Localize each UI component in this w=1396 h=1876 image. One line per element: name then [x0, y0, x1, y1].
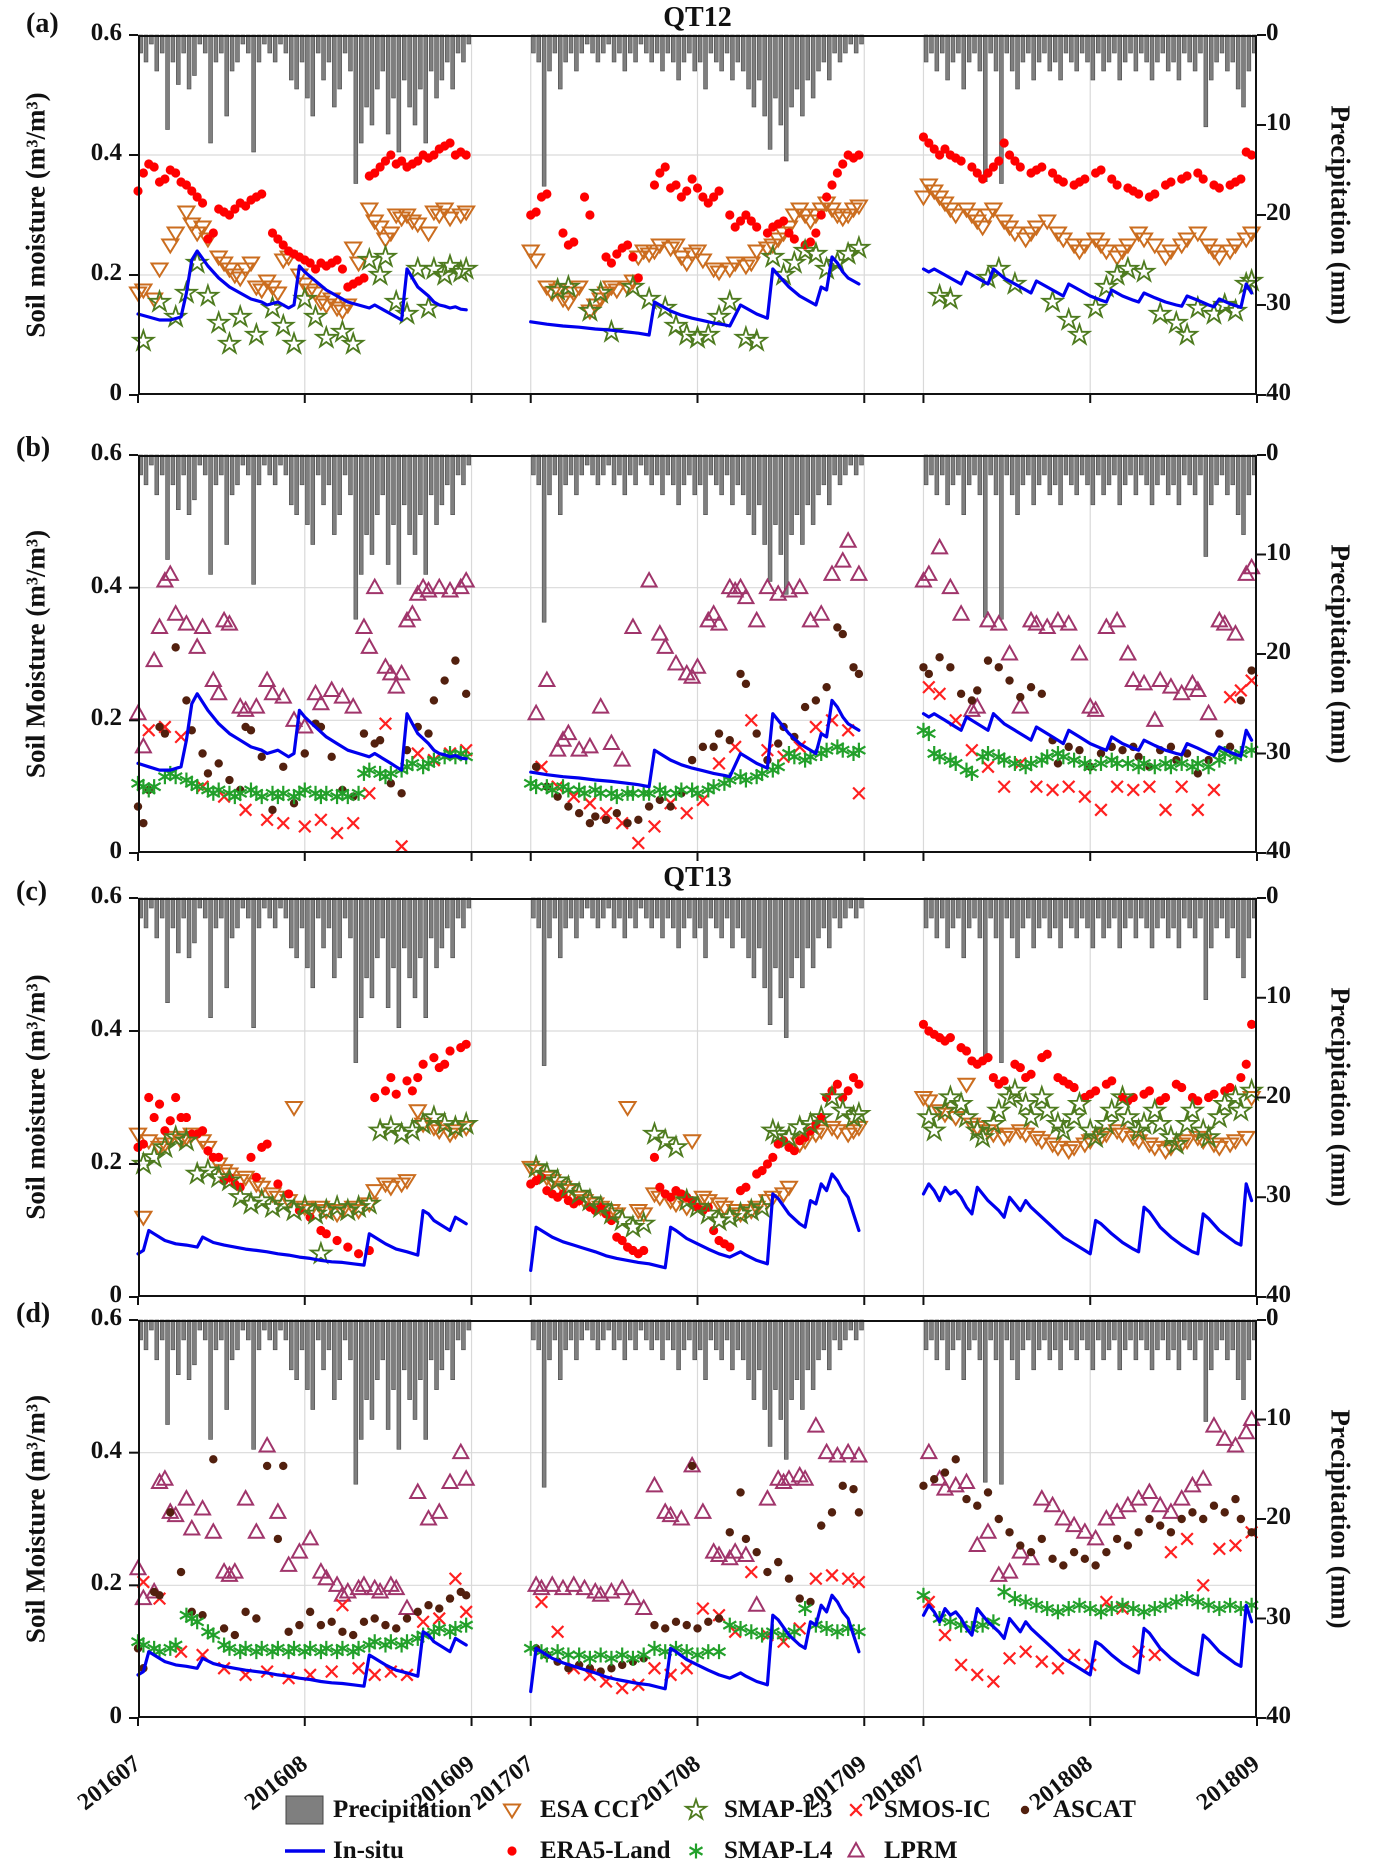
panel-d-right-label: Precipitation (mm) — [1325, 1409, 1356, 1629]
panel-a-ytick-0.6: 0.6 — [90, 19, 122, 46]
panel-d-ytick-0.2: 0.2 — [90, 1569, 122, 1596]
legend-item-insitu: In-situ — [283, 1834, 404, 1868]
panel-c-precip-tick-0: 0 — [1266, 882, 1279, 909]
panel-b-precip-tick-0: 0 — [1266, 439, 1279, 466]
legend-label-lprm: LPRM — [884, 1837, 958, 1864]
legend-label-esacci: ESA CCI — [540, 1796, 640, 1823]
panel-c-plot — [128, 897, 1266, 1305]
legend-item-smapl4: SMAP-L4 — [674, 1834, 832, 1868]
legend-marker-era5-icon — [507, 1846, 517, 1856]
panel-a-precip-tick-0: 0 — [1266, 19, 1279, 46]
legend-marker-smosic-icon — [849, 1803, 863, 1817]
panel-a-precip-tick-40: 40 — [1266, 379, 1291, 406]
x-tick-label-201809: 201809 — [1191, 1750, 1265, 1816]
panel-a-precip-tick-20: 20 — [1266, 199, 1291, 226]
legend-label-smapl3: SMAP-L3 — [724, 1796, 833, 1823]
panel-d-ytick-0.6: 0.6 — [90, 1304, 122, 1331]
legend-item-smosic: SMOS-IC — [834, 1793, 991, 1827]
panel-a-right-label: Precipitation (mm) — [1325, 105, 1356, 325]
panel-b-ytick-0: 0 — [109, 837, 123, 864]
panel-b-right-label: Precipitation (mm) — [1325, 544, 1356, 764]
legend-label-ascat: ASCAT — [1053, 1796, 1136, 1823]
panel-c-ytick-0.2: 0.2 — [90, 1148, 122, 1175]
panel-d-letter: (d) — [16, 1298, 51, 1329]
panel-c-precip-tick-40: 40 — [1266, 1281, 1291, 1308]
panel-c-precip-tick-10: 10 — [1266, 982, 1291, 1009]
legend-marker-precip-icon — [285, 1795, 324, 1825]
panel-d-precip-tick-10: 10 — [1266, 1404, 1291, 1431]
legend-marker-smapl4-icon — [688, 1843, 704, 1859]
panel-c-precip-tick-20: 20 — [1266, 1082, 1291, 1109]
panel-b-ytick-0.6: 0.6 — [90, 439, 122, 466]
panel-b-precip-tick-40: 40 — [1266, 837, 1291, 864]
panel-a-plot — [128, 34, 1266, 403]
panel-a-precip-tick-10: 10 — [1266, 109, 1291, 136]
panel-b-precip-tick-10: 10 — [1266, 539, 1291, 566]
panel-b-ytick-0.4: 0.4 — [90, 572, 122, 599]
legend-label-precip: Precipitation — [333, 1796, 472, 1823]
legend-item-esacci: ESA CCI — [490, 1793, 639, 1827]
panel-c-right-label: Precipitation (mm) — [1325, 987, 1356, 1207]
legend-marker-lprm-icon — [846, 1840, 866, 1858]
x-tick-label-201607: 201607 — [72, 1750, 146, 1816]
legend-label-insitu: In-situ — [333, 1837, 404, 1864]
legend-label-smosic: SMOS-IC — [884, 1796, 991, 1823]
panel-b-ylabel: Soil Moisture (m³/m³) — [20, 529, 51, 779]
legend-item-ascat: ASCAT — [1003, 1793, 1136, 1827]
panel-d-ytick-0.4: 0.4 — [90, 1437, 122, 1464]
legend-item-lprm: LPRM — [834, 1834, 958, 1868]
legend-marker-ascat-icon — [1020, 1805, 1030, 1815]
panel-b-precip-tick-20: 20 — [1266, 638, 1291, 665]
panel-b-letter: (b) — [16, 432, 51, 463]
legend-marker-insitu-icon — [285, 1849, 325, 1853]
legend-marker-esacci-icon — [502, 1803, 522, 1820]
panel-c-ytick-0: 0 — [109, 1281, 123, 1308]
panel-c-letter: (c) — [16, 876, 48, 907]
panel-b-precip-tick-30: 30 — [1266, 738, 1291, 765]
legend-item-era5: ERA5-Land — [490, 1834, 671, 1868]
panel-b-ytick-0.2: 0.2 — [90, 704, 122, 731]
chart-title-qt13: QT13 — [663, 862, 732, 893]
panel-a-ytick-0.2: 0.2 — [90, 259, 122, 286]
legend-item-precip: Precipitation — [283, 1793, 471, 1827]
panel-b-plot — [128, 454, 1266, 861]
panel-a-ylabel: Soil moisture (m³/m³) — [20, 92, 51, 338]
chart-title-qt12: QT12 — [663, 2, 732, 33]
panel-d-plot — [128, 1319, 1266, 1726]
panel-d-ytick-0: 0 — [109, 1702, 123, 1729]
panel-c-precip-tick-30: 30 — [1266, 1181, 1291, 1208]
legend-marker-smapl3-icon — [683, 1796, 709, 1821]
panel-a-ytick-0: 0 — [109, 379, 123, 406]
panel-a-precip-tick-30: 30 — [1266, 289, 1291, 316]
panel-d-precip-tick-20: 20 — [1266, 1503, 1291, 1530]
legend-label-smapl4: SMAP-L4 — [724, 1837, 833, 1864]
panel-a-letter: (a) — [26, 8, 59, 39]
panel-d-precip-tick-30: 30 — [1266, 1603, 1291, 1630]
panel-d-ylabel: Soil Moisture (m³/m³) — [20, 1394, 51, 1644]
panel-a-ytick-0.4: 0.4 — [90, 139, 122, 166]
panel-c-ytick-0.6: 0.6 — [90, 882, 122, 909]
panel-d-precip-tick-0: 0 — [1266, 1304, 1279, 1331]
panel-c-ylabel: Soil moisture (m³/m³) — [20, 974, 51, 1220]
panel-d-precip-tick-40: 40 — [1266, 1702, 1291, 1729]
panel-c-ytick-0.4: 0.4 — [90, 1015, 122, 1042]
legend-label-era5: ERA5-Land — [540, 1837, 671, 1864]
legend-item-smapl3: SMAP-L3 — [674, 1793, 832, 1827]
